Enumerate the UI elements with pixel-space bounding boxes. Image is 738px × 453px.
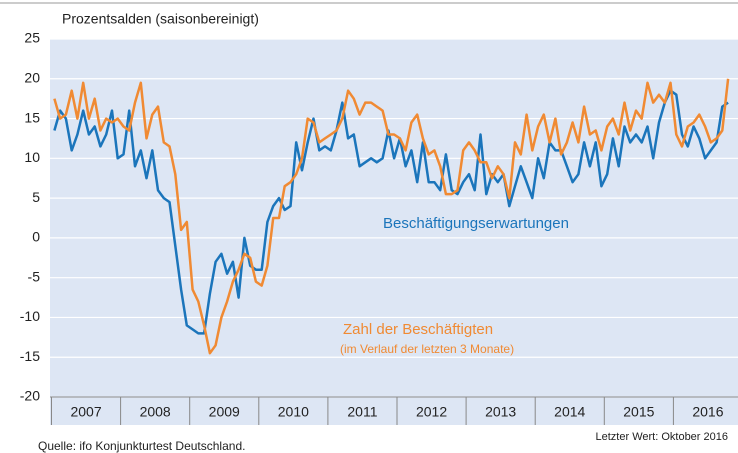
y-tick-label: -20: [20, 388, 40, 404]
y-tick-label: 20: [24, 69, 40, 85]
x-tick-label: 2010: [278, 404, 309, 420]
x-tick-label: 2012: [416, 404, 447, 420]
y-tick-label: 10: [24, 149, 40, 165]
y-tick-label: 15: [24, 109, 40, 125]
x-tick-label: 2014: [554, 404, 585, 420]
y-tick-label: 25: [24, 30, 40, 46]
y-tick-label: 5: [32, 189, 40, 205]
chart-title: Prozentsalden (saisonbereinigt): [62, 11, 259, 27]
annotation: (im Verlauf der letzten 3 Monate): [340, 342, 514, 356]
series-line: [53, 89, 729, 335]
source: Quelle: ifo Konjunkturtest Deutschland.: [38, 439, 245, 453]
x-tick-label: 2013: [485, 404, 516, 420]
y-tick-label: -15: [20, 348, 40, 364]
x-tick-label: 2016: [692, 404, 723, 420]
y-tick-label: 0: [32, 229, 40, 245]
y-tick-label: -10: [20, 308, 40, 324]
x-tick-label: 2011: [347, 404, 377, 420]
note: Letzter Wert: Oktober 2016: [596, 431, 728, 443]
annotation: Beschäftigungserwartungen: [383, 215, 569, 232]
y-tick-label: -5: [28, 268, 41, 284]
x-tick-label: 2008: [140, 404, 171, 420]
x-tick-label: 2015: [623, 404, 654, 420]
x-tick-label: 2009: [209, 404, 240, 420]
plot-background: [50, 39, 738, 425]
series-line: [53, 78, 730, 355]
annotation: Zahl der Beschäftigten: [343, 321, 493, 338]
x-tick-label: 2007: [70, 404, 101, 420]
